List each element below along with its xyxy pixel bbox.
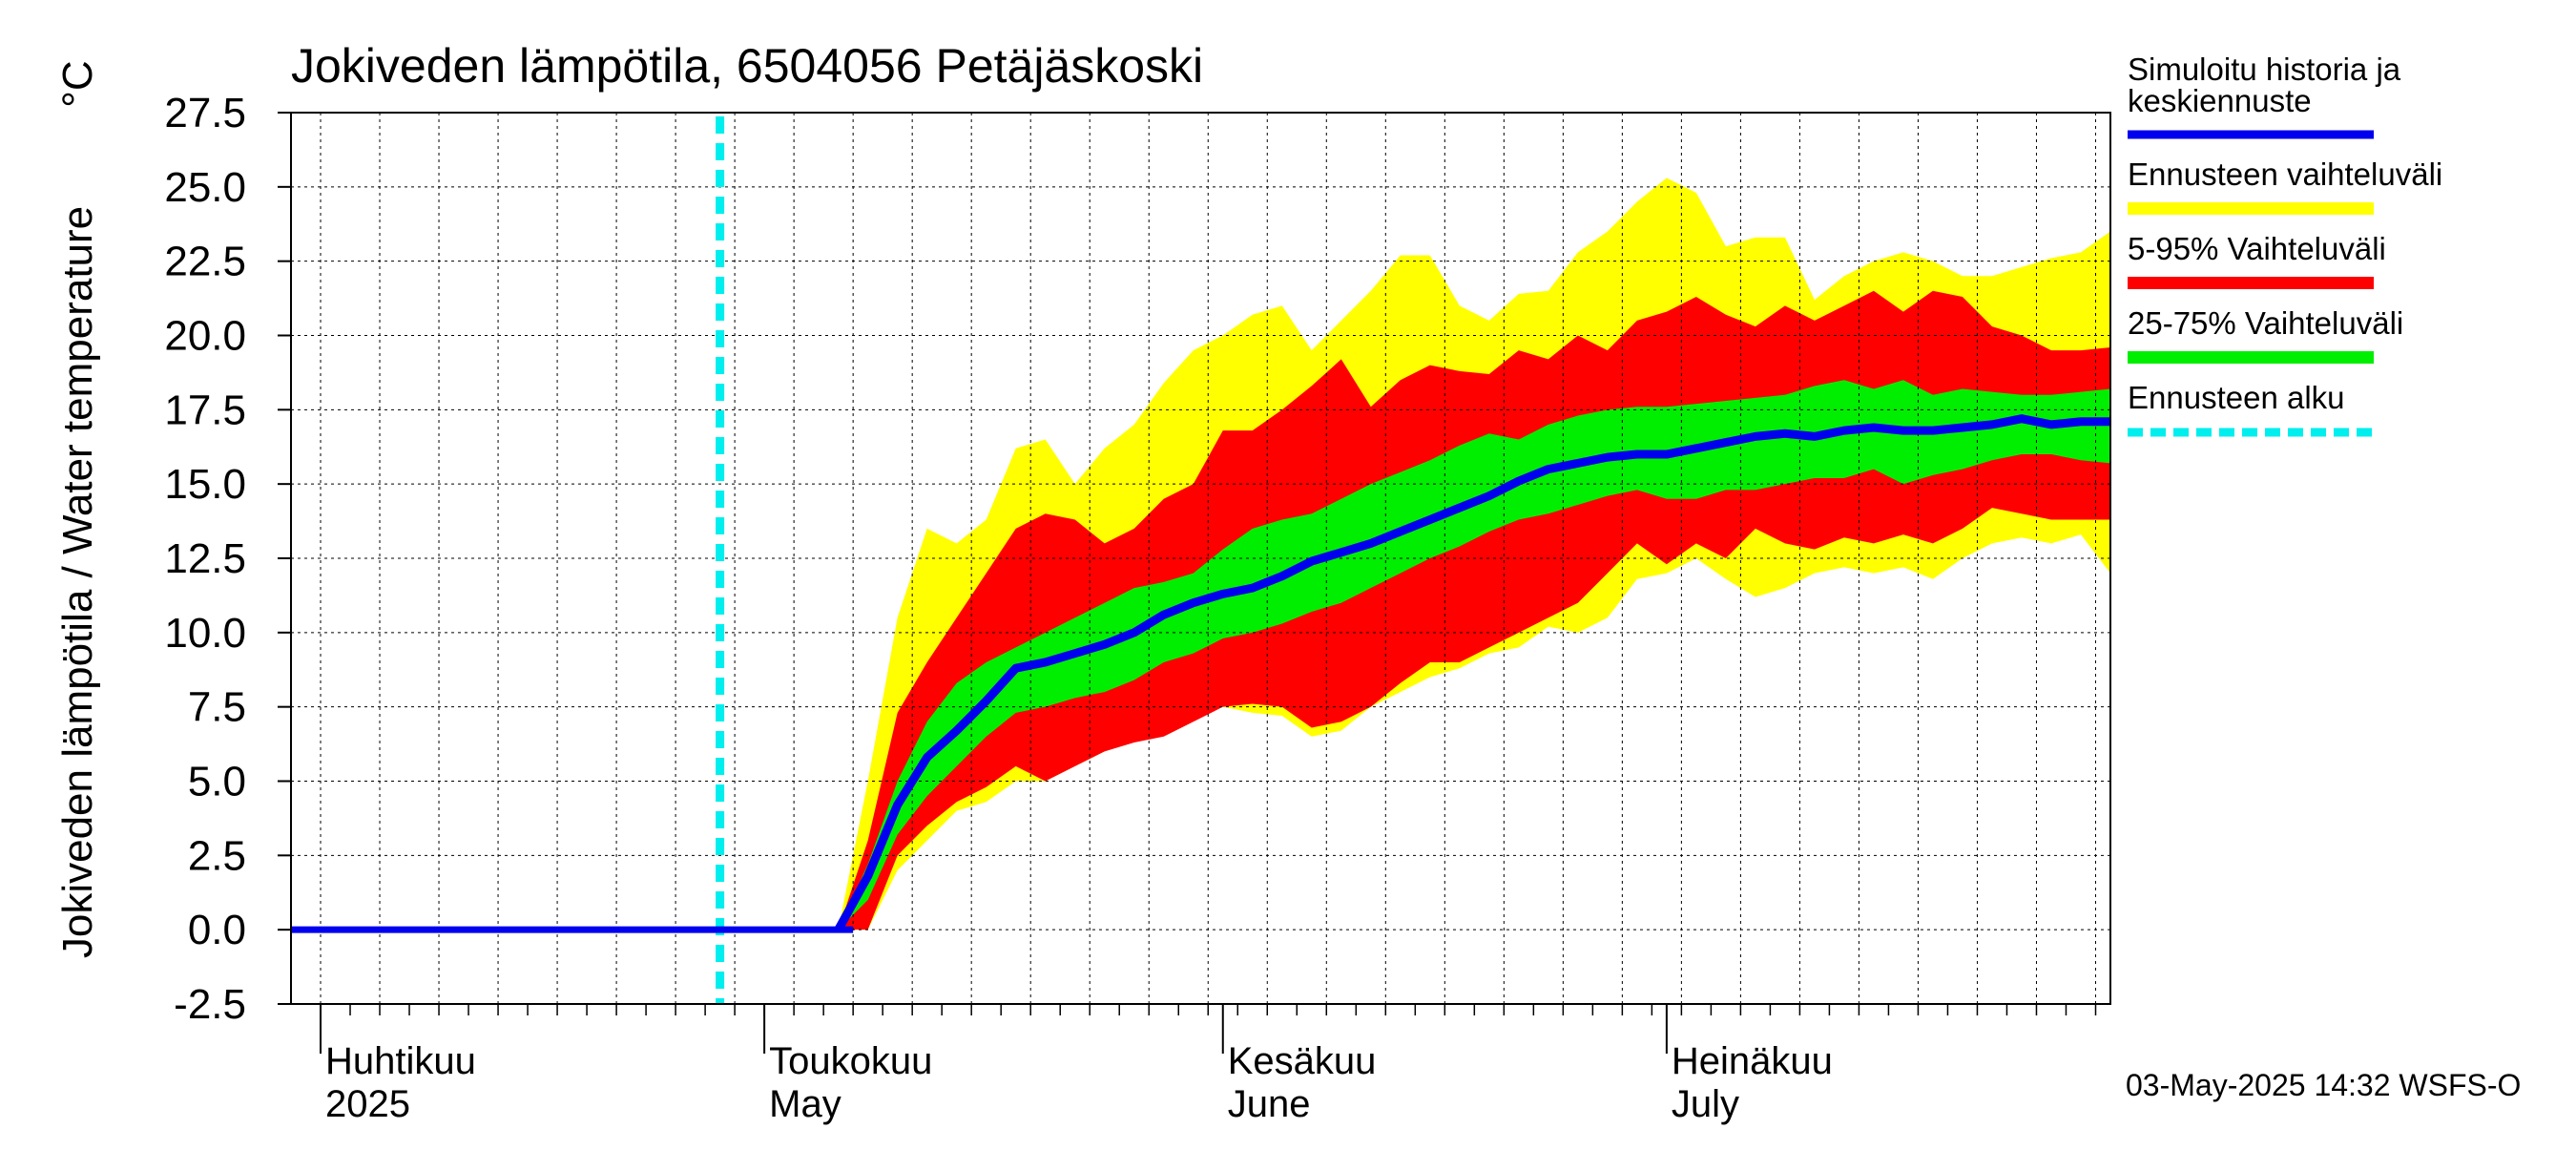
x-month-label: Toukokuu: [769, 1040, 932, 1082]
chart-title: Jokiveden lämpötila, 6504056 Petäjäskosk…: [291, 39, 1203, 93]
x-month-sublabel: July: [1672, 1083, 1739, 1125]
bands-layer: [838, 178, 2110, 930]
axes-layer: -2.5 0.0 2.5 5.0 7.5 10.0 12.5 15.0 17.5 20.0 22.5…: [164, 90, 2111, 1125]
x-month-label: Huhtikuu: [325, 1040, 476, 1082]
y-tick-label: 15.0: [164, 461, 246, 508]
y-axis-unit: °C: [54, 60, 101, 107]
plot-frame: [290, 112, 2111, 1005]
legend-swatch: [2128, 351, 2374, 364]
y-tick-label: 12.5: [164, 535, 246, 582]
y-tick-label: 10.0: [164, 610, 246, 657]
y-tick-label: 20.0: [164, 313, 246, 360]
y-tick-label: 2.5: [188, 832, 246, 879]
y-tick-label: 0.0: [188, 907, 246, 953]
legend-label: 5-95% Vaihteluväli: [2128, 231, 2386, 266]
x-month-sublabel: 2025: [325, 1083, 410, 1125]
y-tick-label: 25.0: [164, 164, 246, 211]
legend-label: keskiennuste: [2128, 83, 2312, 118]
legend-swatch: [2128, 277, 2374, 289]
legend-label: Simuloitu historia ja: [2128, 52, 2401, 87]
median-forecast-line: [834, 414, 2110, 932]
y-tick-label: 22.5: [164, 239, 246, 285]
lines-layer: [291, 116, 2110, 1004]
y-tick-label: 5.0: [188, 759, 246, 805]
y-tick-label: 7.5: [188, 684, 246, 731]
x-month-label: Heinäkuu: [1672, 1040, 1833, 1082]
legend-label: Ennusteen alku: [2128, 380, 2345, 415]
legend-label: 25-75% Vaihteluväli: [2128, 305, 2403, 341]
legend-swatch: [2128, 202, 2374, 215]
y-tick-label: 17.5: [164, 387, 246, 433]
y-tick-label: -2.5: [174, 981, 246, 1028]
y-axis-label: Jokiveden lämpötila / Water temperature: [54, 206, 101, 958]
band-25-75: [838, 380, 2110, 930]
x-month-sublabel: May: [769, 1083, 841, 1125]
x-month-label: Kesäkuu: [1228, 1040, 1377, 1082]
text-layer: Jokiveden lämpötila, 6504056 Petäjäskosk…: [54, 39, 2521, 1102]
footer-timestamp: 03-May-2025 14:32 WSFS-O: [2126, 1068, 2521, 1102]
legend-label: Ennusteen vaihteluväli: [2128, 157, 2442, 192]
y-tick-label: 27.5: [164, 90, 246, 136]
x-month-sublabel: June: [1228, 1083, 1311, 1125]
